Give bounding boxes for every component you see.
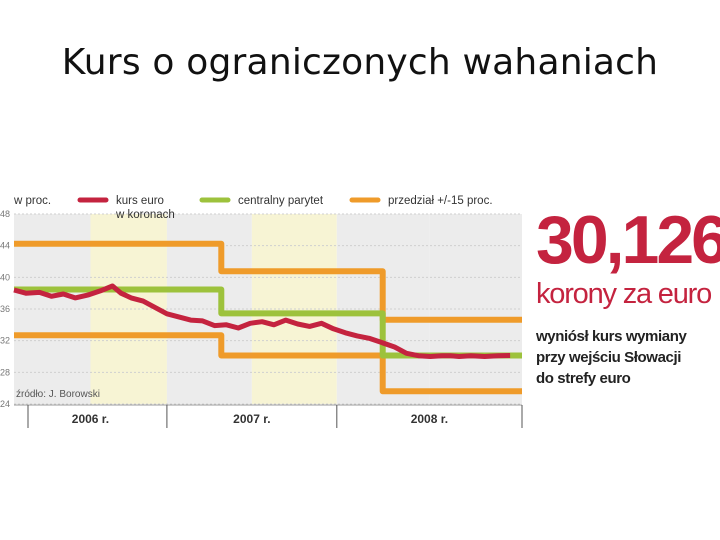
callout-desc-line2: przy wejściu Słowacji <box>536 349 681 366</box>
series-przedzial-band <box>14 240 522 323</box>
legend-label-kurs: kurs euro <box>116 195 164 207</box>
x-axis-periods: 2006 r. 2007 r. 2008 r. <box>14 404 523 428</box>
callout-description: wyniósł kurs wymiany przy wejściu Słowac… <box>536 326 720 389</box>
legend-label-kurs-line2: w koronach <box>115 209 175 221</box>
final-rate-unit: korony za euro <box>536 278 712 310</box>
period-label: 2006 r. <box>72 412 109 426</box>
chart-legend: kurs euro w koronach centralny parytet prze… <box>77 195 493 221</box>
series-przedzial-band <box>14 332 522 395</box>
period-label: 2008 r. <box>411 412 448 426</box>
slide-title: Kurs o ograniczonych wahaniach <box>61 42 659 83</box>
final-rate-value: 30,126 <box>536 202 720 278</box>
callout-desc-line1: wyniósł kurs wymiany <box>536 328 687 345</box>
source-note: źródło: J. Borowski <box>16 389 100 400</box>
y-tick-label: 36 <box>0 304 10 314</box>
unit-label: w proc. <box>13 195 51 207</box>
exchange-rate-chart: 48 44 40 36 32 28 24 2006 r. 2007 r. 2008 r. kur… <box>0 195 523 428</box>
series-kurs-euro <box>13 283 511 359</box>
y-tick-label: 24 <box>0 399 10 409</box>
y-tick-label: 32 <box>0 336 10 346</box>
y-axis-ticks: 48 44 40 36 32 28 24 <box>0 209 10 409</box>
rate-callout: 30,126 korony za euro wyniósł kurs wymia… <box>536 200 720 389</box>
period-label: 2007 r. <box>233 412 270 426</box>
y-tick-label: 44 <box>0 241 10 251</box>
series-lines <box>13 240 522 395</box>
callout-desc-line3: do strefy euro <box>536 370 631 387</box>
legend-label-parytet: centralny parytet <box>238 195 324 207</box>
legend-label-przedzial: przedział +/-15 proc. <box>388 195 493 207</box>
y-tick-label: 48 <box>0 209 10 219</box>
y-tick-label: 28 <box>0 367 10 377</box>
y-tick-label: 40 <box>0 272 10 282</box>
